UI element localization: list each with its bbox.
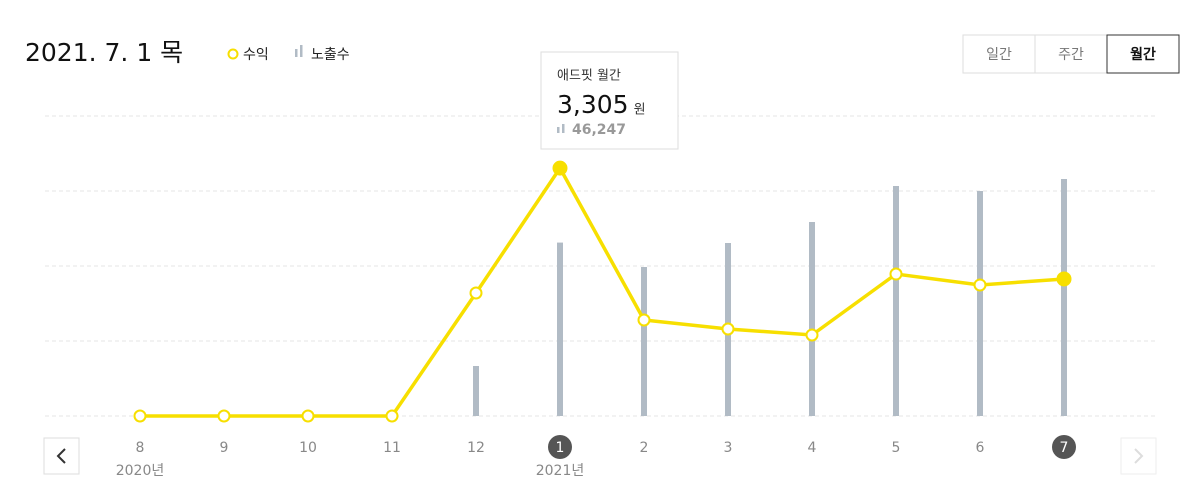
tooltip-unit: 원	[634, 103, 646, 118]
point[interactable]	[637, 313, 651, 327]
plot: 8 2020년 9 10 11 12 1 2021년 2 3 4 5 6 7	[45, 115, 1158, 479]
bar	[893, 186, 899, 416]
bar	[557, 242, 563, 416]
point[interactable]	[385, 409, 399, 423]
point[interactable]	[973, 278, 987, 292]
bar	[473, 366, 479, 416]
x-tick-label: 2	[640, 440, 649, 456]
x-tick-label: 10	[299, 440, 317, 456]
point[interactable]	[805, 328, 819, 342]
x-tick-label: 7	[1060, 440, 1069, 456]
tooltip-value: 3,305	[557, 90, 629, 119]
point[interactable]	[889, 267, 903, 281]
bar	[641, 267, 647, 416]
legend-marker	[227, 48, 239, 60]
tab-button[interactable]	[1106, 34, 1180, 74]
point[interactable]	[301, 409, 315, 423]
bar	[809, 222, 815, 416]
tooltip-icon	[562, 124, 565, 133]
point[interactable]	[721, 322, 735, 336]
legend: 수익 노출수	[227, 45, 350, 63]
tab-button[interactable]	[962, 34, 1036, 74]
tab-group: 일간 주간 월간	[962, 34, 1180, 74]
point[interactable]	[1056, 271, 1072, 287]
line	[140, 164, 1065, 418]
x-tick-label: 8	[136, 440, 145, 456]
x-tick-label: 5	[892, 440, 901, 456]
date-title: 2021. 7. 1 목	[25, 38, 183, 67]
next-button[interactable]	[1120, 437, 1157, 475]
bar	[977, 191, 983, 416]
legend-marker	[295, 49, 298, 57]
legend-label: 노출수	[311, 47, 350, 63]
point[interactable]	[133, 409, 147, 423]
year-label: 2020년	[116, 463, 165, 479]
prev-button[interactable]	[43, 437, 80, 475]
tooltip-icon	[557, 127, 560, 133]
year-label: 2021년	[536, 463, 585, 479]
point[interactable]	[552, 160, 568, 176]
tab-label: 월간	[1130, 46, 1156, 63]
legend-marker	[300, 45, 303, 57]
point[interactable]	[217, 409, 231, 423]
point[interactable]	[469, 286, 483, 300]
tooltip: 애드핏 월간 3,305 원 46,247	[540, 51, 679, 150]
prev-icon	[56, 448, 66, 464]
x-tick-label: 12	[467, 440, 485, 456]
category-highlight	[1052, 435, 1076, 459]
x-tick-label: 4	[808, 440, 817, 456]
x-tick-label: 1	[556, 440, 565, 456]
legend-label: 수익	[243, 47, 269, 63]
tab-label: 주간	[1058, 47, 1084, 63]
bar	[1061, 179, 1067, 416]
tooltip-title: 애드핏 월간	[557, 69, 621, 84]
tooltip-impressions: 46,247	[572, 122, 626, 138]
x-tick-label: 11	[383, 440, 401, 456]
category-highlight	[548, 435, 572, 459]
tab-button[interactable]	[1034, 34, 1108, 74]
x-tick-label: 9	[220, 440, 229, 456]
x-tick-label: 3	[724, 440, 733, 456]
x-tick-label: 6	[976, 440, 985, 456]
next-icon	[1134, 448, 1144, 464]
tab-label: 일간	[986, 47, 1012, 63]
